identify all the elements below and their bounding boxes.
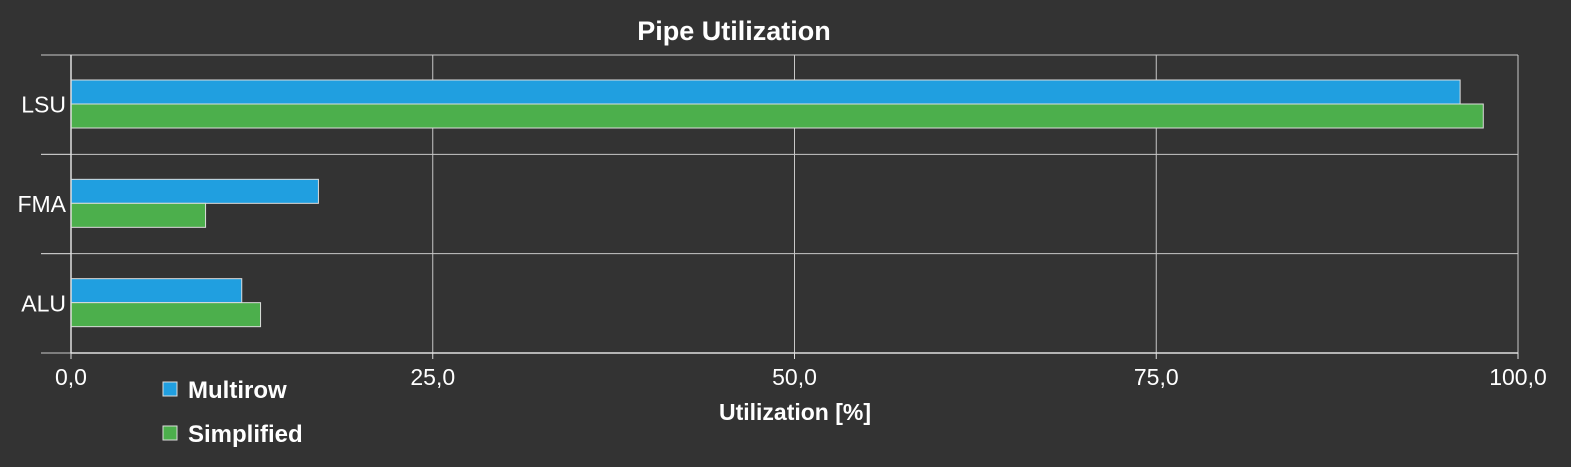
bar-simplified-fma (70, 202, 207, 228)
bars (70, 79, 1484, 328)
x-axis-title: Utilization [%] (719, 399, 871, 425)
x-tick-label: 25,0 (410, 364, 455, 390)
chart-title: Pipe Utilization (637, 16, 831, 46)
bar-simplified-lsu (70, 103, 1484, 129)
tick-labels: 0,0 25,0 50,0 75,0 100,0 LSU FMA ALU (17, 92, 1546, 390)
legend-label: Simplified (188, 421, 303, 448)
x-tick-label: 0,0 (55, 364, 87, 390)
axes (41, 54, 1519, 359)
bar-simplified-alu (70, 302, 262, 328)
x-tick-label: 100,0 (1489, 364, 1547, 390)
legend-swatch (162, 381, 178, 397)
y-tick-label: FMA (17, 191, 66, 217)
legend: Multirow Simplified (162, 377, 303, 448)
legend-swatch (162, 425, 178, 441)
x-tick-label: 75,0 (1134, 364, 1179, 390)
legend-label: Multirow (188, 377, 287, 404)
y-tick-label: ALU (21, 290, 66, 316)
y-tick-label: LSU (21, 92, 66, 118)
bar-multirow-fma (70, 178, 319, 204)
bar-multirow-lsu (70, 79, 1461, 105)
x-tick-label: 50,0 (772, 364, 817, 390)
bar-multirow-alu (70, 278, 243, 304)
